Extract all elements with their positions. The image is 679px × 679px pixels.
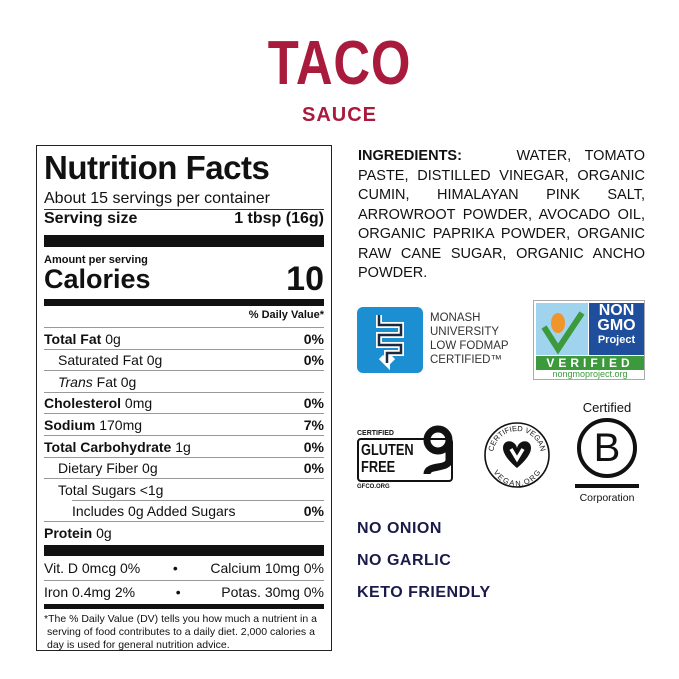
row-divider — [44, 327, 324, 328]
nutrition-facts-panel: Nutrition Facts About 15 servings per co… — [36, 145, 332, 651]
nutrient-dv: 0% — [303, 352, 324, 369]
nutrient-dv: 0% — [303, 330, 324, 347]
divider — [44, 580, 324, 581]
nutrient-row: Cholesterol 0mg 0% — [44, 393, 324, 414]
row-divider — [44, 478, 324, 480]
nutrient-row: Total Fat 0g 0% — [44, 328, 324, 349]
ingredients: INGREDIENTS: WATER, TOMATO PASTE, DISTIL… — [358, 148, 645, 281]
b-corp-logo: Certified B Corporation — [573, 400, 641, 504]
nutrient-label: Saturated Fat — [58, 352, 143, 369]
nutrient-dv: 7% — [303, 416, 324, 433]
nutrient-label: Trans — [58, 373, 93, 390]
claim-no-onion: NO ONION — [357, 520, 442, 537]
nutrient-label: Protein — [44, 524, 93, 541]
nutrient-dv: 0% — [303, 460, 324, 477]
nutrient-row: Protein 0g — [44, 522, 324, 543]
nutrient-label: Total Sugars — [58, 481, 136, 498]
nutrient-row: Includes 0g Added Sugars 0% — [44, 501, 324, 522]
nutrient-amount: 1g — [175, 438, 191, 455]
nutrient-row: Total Sugars <1g — [44, 479, 324, 500]
footnote: *The % Daily Value (DV) tells you how mu… — [44, 613, 317, 651]
nutrient-row: Dietary Fiber 0g 0% — [44, 458, 324, 479]
nutrient-label: Includes 0g Added Sugars — [72, 503, 236, 520]
monash-fodmap-logo — [357, 307, 423, 373]
non-gmo-badge: NON GMO Project — [589, 303, 644, 355]
gluten-free-logo: CERTIFIED GLUTEN FREE GFCO.ORG — [357, 424, 457, 492]
serving-size-row: Serving size 1 tbsp (16g) — [44, 210, 324, 227]
claim-no-garlic: NO GARLIC — [357, 552, 452, 569]
nutrient-amount: 0g — [146, 352, 163, 369]
divider — [44, 209, 324, 210]
amount-per-serving: Amount per serving — [44, 254, 148, 266]
nutrient-row: Total Carbohydrate 1g 0% — [44, 436, 324, 457]
calories-row: Calories 10 — [44, 259, 324, 298]
nutrient-label: Total Carbohydrate — [44, 438, 172, 455]
g-icon — [423, 425, 453, 476]
nutrition-title: Nutrition Facts — [44, 149, 270, 186]
vitamin-row: Vit. D 0mcg 0% • Calcium 10mg 0% — [44, 560, 324, 576]
divider — [44, 545, 324, 556]
nutrient-amount: 0g — [142, 460, 158, 477]
row-divider — [44, 348, 324, 350]
divider — [44, 235, 324, 247]
divider — [44, 604, 324, 609]
row-divider — [44, 435, 324, 436]
row-divider — [72, 499, 324, 501]
divider — [44, 299, 324, 306]
nutrient-row: Trans Fat 0g — [44, 371, 324, 392]
svg-text:CERTIFIED VEGAN: CERTIFIED VEGAN — [486, 424, 547, 452]
svg-text:VEGAN.ORG: VEGAN.ORG — [492, 468, 543, 488]
dv-header: % Daily Value* — [248, 309, 324, 321]
nutrient-amount: 0g — [105, 330, 121, 347]
nutrient-label: Dietary Fiber — [58, 460, 139, 477]
nutrient-amount: Fat 0g — [96, 373, 137, 390]
nutrient-dv: 0% — [303, 438, 324, 455]
nutrient-amount: 0mg — [124, 395, 153, 412]
row-divider — [44, 413, 324, 415]
nutrient-row: Sodium 170mg 7% — [44, 414, 324, 435]
claim-keto-friendly: KETO FRIENDLY — [357, 584, 491, 601]
b-icon: B — [577, 418, 637, 478]
nutrient-row: Saturated Fat 0g 0% — [44, 350, 324, 371]
nutrient-amount: 0g — [96, 524, 112, 541]
nutrient-label: Total Fat — [44, 330, 102, 347]
nutrient-amount: <1g — [139, 481, 164, 498]
intestine-icon — [376, 315, 404, 371]
nutrient-dv: 0% — [303, 395, 324, 412]
product-subtitle: SAUCE — [301, 104, 377, 126]
vegan-bottom-text: VEGAN.ORG — [492, 468, 543, 488]
certified-vegan-logo: CERTIFIED VEGAN VEGAN.ORG — [483, 421, 551, 489]
vegan-heart-icon: CERTIFIED VEGAN VEGAN.ORG — [484, 422, 550, 488]
vitamin-row: Iron 0.4mg 2% • Potas. 30mg 0% — [44, 584, 324, 600]
row-divider — [44, 370, 324, 372]
product-name: TACO — [267, 29, 412, 98]
nutrient-label: Sodium — [44, 416, 96, 433]
vegan-top-text: CERTIFIED VEGAN — [486, 424, 547, 452]
servings-per-container: About 15 servings per container — [44, 190, 270, 207]
row-divider — [44, 391, 324, 393]
butterfly-icon — [536, 303, 588, 355]
nutrient-amount: 170mg — [99, 416, 143, 433]
nutrient-label: Cholesterol — [44, 395, 122, 412]
non-gmo-logo: NON GMO Project VERIFIED nongmoproject.org — [533, 300, 645, 380]
row-divider — [44, 521, 324, 523]
nutrient-dv: 0% — [303, 503, 324, 520]
monash-text: MONASH UNIVERSITY LOW FODMAP CERTIFIED™ — [430, 312, 509, 366]
row-divider — [44, 456, 324, 458]
